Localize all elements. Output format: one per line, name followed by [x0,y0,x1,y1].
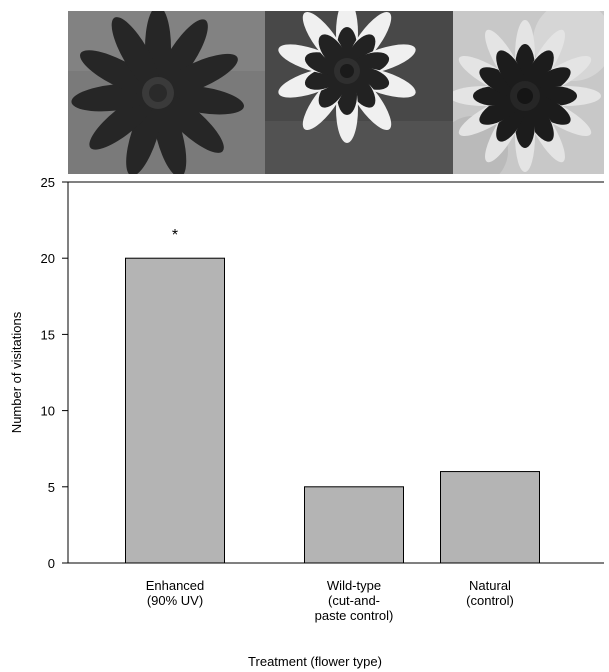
y-tick-label: 0 [48,556,55,571]
flower-photo-strip [68,11,604,174]
annotations: * [172,227,178,244]
bars [125,257,540,564]
bar [304,486,404,564]
x-tick-label: Wild-type (cut-and-paste control) [315,578,394,623]
y-tick-label: 5 [48,480,55,495]
significance-marker: * [172,227,178,244]
bar [440,471,540,564]
y-tick-label: 15 [41,327,55,342]
y-axis: 0 5 10 15 20 25 Number of visitations [9,175,69,571]
y-tick-label: 10 [41,404,55,419]
natural-flower-image [453,11,604,174]
enhanced-flower-image [68,11,265,174]
y-axis-title: Number of visitations [9,311,24,433]
bar [125,257,225,564]
x-tick-label: Natural (control) [466,578,514,608]
x-tick-label: Enhanced (90% UV) [146,578,205,608]
natural-flower-photo [453,11,604,174]
wild-type-flower-image [265,11,453,174]
wild-type-flower-photo [265,11,453,174]
x-axis-title: Treatment (flower type) [248,654,382,669]
enhanced-flower-photo [68,11,265,174]
y-tick-label: 25 [41,175,55,190]
y-tick-label: 20 [41,251,55,266]
